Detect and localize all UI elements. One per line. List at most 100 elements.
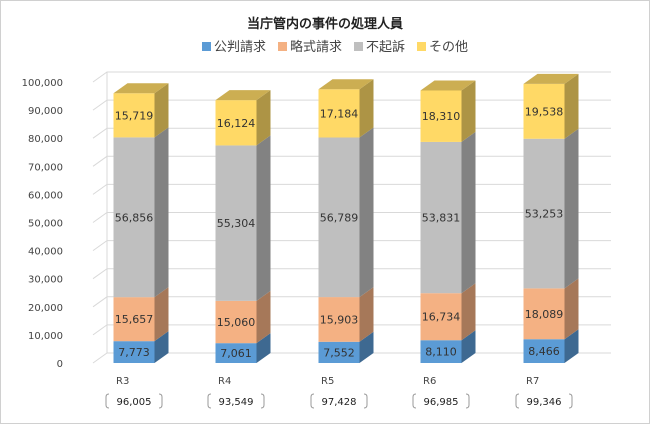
bar-segment: 56,856 xyxy=(113,127,169,298)
data-label: 53,831 xyxy=(422,212,461,225)
legend-label: 不起訴 xyxy=(366,39,405,55)
legend-label: その他 xyxy=(429,40,468,55)
data-label: 18,089 xyxy=(525,308,564,321)
legend-label: 略式請求 xyxy=(290,39,342,55)
bar-side xyxy=(359,79,374,138)
bar-segment: 18,089 xyxy=(523,278,579,340)
x-axis: R3 96,005 R4 93,549 R5 97,428 R6 96,985 R7 99,346 xyxy=(105,376,573,409)
bar-front xyxy=(318,137,360,298)
bar-front xyxy=(523,83,565,139)
total-bracket-right xyxy=(568,393,573,409)
data-label: 55,304 xyxy=(217,217,256,230)
bar-side xyxy=(154,287,169,342)
data-label: 15,903 xyxy=(320,313,359,326)
y-tick-label: 80,000 xyxy=(28,134,63,145)
bar-side xyxy=(461,283,476,341)
bar-side xyxy=(564,329,579,363)
bar-segment: 17,184 xyxy=(318,79,374,138)
bar-front xyxy=(420,340,462,363)
bar-side xyxy=(359,331,374,363)
bar-side xyxy=(256,135,271,301)
bar-front xyxy=(113,341,155,363)
y-tick-label: 40,000 xyxy=(28,247,63,258)
bar-front xyxy=(215,100,257,146)
bar-side xyxy=(461,330,476,363)
total-bracket-right xyxy=(158,393,163,409)
total-bracket-left xyxy=(207,393,212,409)
bar-front xyxy=(420,293,462,341)
bar-top xyxy=(523,73,579,84)
bars: 7,773 15,657 56,856 15,719 7,061 15,060 55,304… xyxy=(113,73,579,363)
bar-side xyxy=(359,127,374,298)
bar-front xyxy=(318,297,360,342)
total-label: 97,428 xyxy=(322,397,357,408)
bar-front xyxy=(420,90,462,142)
data-label: 17,184 xyxy=(320,107,359,120)
bar-side xyxy=(359,287,374,342)
bar-top xyxy=(318,79,374,90)
data-label: 16,734 xyxy=(422,311,461,324)
bar-segment: 15,719 xyxy=(113,83,169,138)
data-label: 7,773 xyxy=(118,346,150,359)
bar-side xyxy=(564,128,579,289)
bar-segment: 7,061 xyxy=(215,333,271,363)
bar-front xyxy=(420,141,462,294)
bar-side xyxy=(564,73,579,139)
x-tick-label: R3 xyxy=(116,376,129,387)
y-tick-label: 70,000 xyxy=(28,162,63,173)
bar-side xyxy=(154,83,169,138)
data-label: 15,657 xyxy=(115,313,154,326)
total-bracket-left xyxy=(412,393,417,409)
bar-side xyxy=(256,290,271,344)
data-label: 8,110 xyxy=(425,346,457,359)
bar-segment: 53,253 xyxy=(523,128,579,289)
total-bracket-right xyxy=(465,393,470,409)
bar-front xyxy=(215,145,257,301)
bar-segment: 19,538 xyxy=(523,73,579,139)
total-label: 96,005 xyxy=(117,397,152,408)
bar-segment: 18,310 xyxy=(420,80,476,142)
legend-swatch xyxy=(417,42,426,51)
total-label: 99,346 xyxy=(527,397,562,408)
bar-top xyxy=(420,80,476,91)
bar-side xyxy=(461,131,476,294)
legend-swatch xyxy=(278,42,287,51)
bar-side xyxy=(154,331,169,363)
x-tick-label: R7 xyxy=(526,376,539,387)
bar-segment: 8,110 xyxy=(420,330,476,363)
data-label: 56,789 xyxy=(320,211,359,224)
data-label: 8,466 xyxy=(528,345,560,358)
bar-segment: 16,734 xyxy=(420,283,476,341)
bar-top xyxy=(215,90,271,101)
bar-front xyxy=(523,138,565,289)
bar-segment: 15,903 xyxy=(318,287,374,342)
bar-segment: 15,060 xyxy=(215,290,271,344)
total-label: 93,549 xyxy=(219,397,254,408)
data-label: 19,538 xyxy=(525,105,564,118)
y-tick-label: 60,000 xyxy=(28,190,63,201)
bar-segment: 53,831 xyxy=(420,131,476,294)
bar-segment: 55,304 xyxy=(215,135,271,301)
legend: 公判請求 略式請求 不起訴 その他 xyxy=(202,39,468,55)
bar-front xyxy=(523,288,565,340)
y-axis: 0 10,000 20,000 30,000 40,000 50,000 60,000 70,… xyxy=(22,78,63,370)
bar-side xyxy=(256,90,271,146)
data-label: 15,719 xyxy=(115,109,154,122)
bar-front xyxy=(215,343,257,363)
total-bracket-left xyxy=(105,393,110,409)
bar-front xyxy=(318,341,360,363)
data-label: 7,552 xyxy=(323,346,355,359)
total-bracket-left xyxy=(310,393,315,409)
y-tick-label: 20,000 xyxy=(28,303,63,314)
chart-title: 当庁管内の事件の処理人員 xyxy=(247,16,403,32)
bar-segment: 15,657 xyxy=(113,287,169,342)
total-bracket-left xyxy=(515,393,520,409)
y-tick-label: 90,000 xyxy=(28,106,63,117)
bar-segment: 56,789 xyxy=(318,127,374,298)
bar-side xyxy=(564,278,579,340)
bar-segment: 16,124 xyxy=(215,90,271,146)
y-tick-label: 30,000 xyxy=(28,275,63,286)
data-label: 56,856 xyxy=(115,211,154,224)
